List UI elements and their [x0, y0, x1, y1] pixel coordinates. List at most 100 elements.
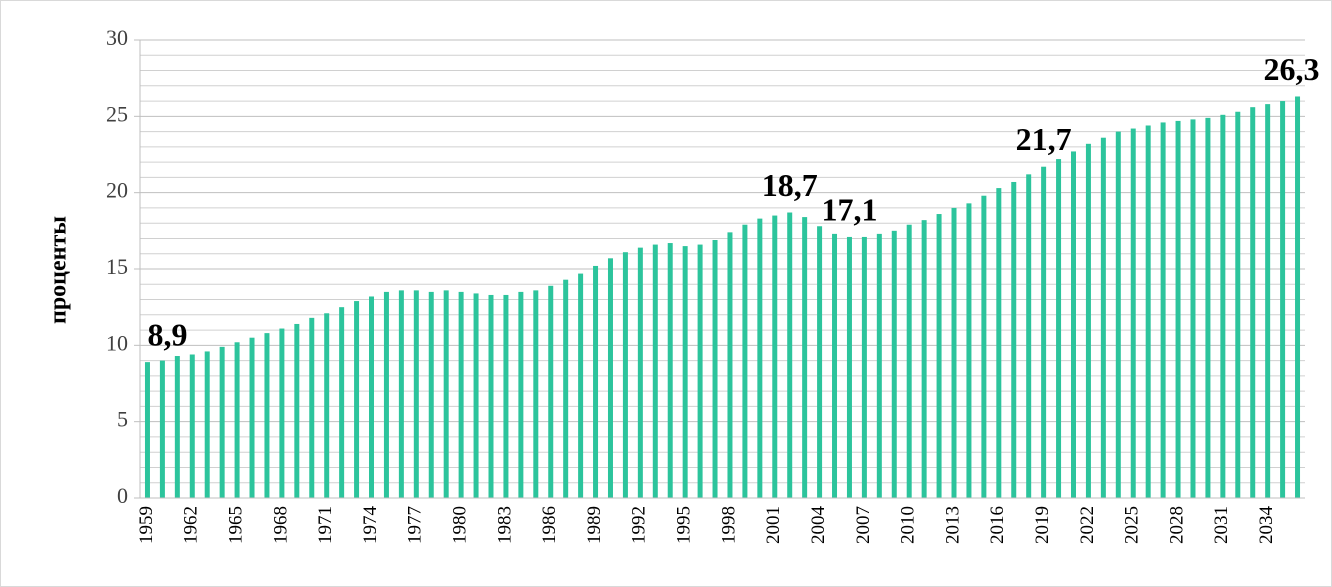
bar [1026, 174, 1032, 498]
bar [667, 243, 673, 498]
bar [443, 290, 449, 498]
x-tick-label: 2010 [898, 506, 919, 544]
y-tick-label: 25 [106, 101, 128, 126]
bar [966, 203, 972, 498]
bar [787, 212, 793, 498]
bar [294, 323, 300, 498]
bar [533, 290, 539, 498]
bar [174, 356, 180, 498]
bar [279, 328, 285, 498]
x-tick-label: 1977 [405, 506, 426, 544]
bar [936, 214, 942, 499]
x-tick-label: 2022 [1077, 506, 1098, 544]
bar [578, 273, 584, 498]
y-tick-label: 30 [106, 25, 128, 50]
bar [383, 291, 389, 498]
bar [563, 279, 569, 498]
y-axis-title: проценты [46, 216, 72, 324]
bar [846, 236, 852, 498]
x-tick-label: 1986 [539, 506, 560, 544]
bar [354, 301, 360, 498]
bar [548, 285, 554, 498]
x-tick-label: 2004 [808, 506, 829, 545]
y-tick-label: 20 [106, 178, 128, 203]
bar [369, 296, 375, 498]
bar [757, 218, 763, 498]
bar [727, 232, 733, 499]
bar [159, 360, 165, 498]
x-tick-label: 2025 [1122, 506, 1143, 544]
bar [652, 244, 658, 498]
x-tick-label: 2028 [1166, 506, 1187, 544]
bar [1205, 117, 1211, 499]
value-label: 8,9 [147, 316, 187, 352]
y-tick-label: 5 [117, 407, 128, 432]
bar [428, 291, 434, 498]
bar [891, 230, 897, 499]
bar [832, 233, 838, 499]
bar [1011, 181, 1017, 499]
bar [339, 307, 345, 498]
x-tick-label: 1965 [225, 506, 246, 544]
value-label: 26,3 [1264, 51, 1320, 87]
x-tick-label: 1974 [360, 506, 381, 545]
x-tick-label: 1983 [494, 506, 515, 544]
bar [1041, 166, 1047, 499]
bar [861, 236, 867, 498]
bar [1175, 120, 1181, 498]
bar [1085, 143, 1091, 498]
bar [518, 291, 524, 498]
bar [189, 354, 195, 498]
bar [981, 195, 987, 498]
x-tick-label: 2007 [853, 506, 874, 544]
x-tick-label: 1998 [718, 506, 739, 544]
bar [1295, 96, 1301, 498]
bar [309, 317, 315, 498]
bar [488, 294, 494, 498]
bar [1265, 104, 1271, 499]
bar [951, 207, 957, 498]
bar [204, 351, 210, 498]
value-label: 18,7 [762, 167, 818, 203]
bar [144, 362, 150, 498]
bar [921, 220, 927, 498]
x-tick-label: 2019 [1032, 506, 1053, 544]
bar [682, 246, 688, 498]
bar [1250, 107, 1256, 498]
bar [607, 258, 613, 498]
y-tick-label: 15 [106, 254, 128, 279]
y-tick-label: 10 [106, 330, 128, 355]
x-tick-label: 1992 [629, 506, 650, 544]
x-tick-label: 2031 [1211, 506, 1232, 544]
bar [1070, 151, 1076, 499]
bar [1280, 101, 1286, 499]
bar [219, 346, 225, 498]
bar [1220, 114, 1226, 498]
bar [593, 265, 599, 498]
bar [324, 313, 330, 498]
bar [458, 291, 464, 498]
value-label: 21,7 [1016, 121, 1072, 157]
value-label: 17,1 [821, 191, 877, 227]
x-tick-label: 2001 [763, 506, 784, 544]
bar [473, 293, 479, 498]
x-tick-label: 1971 [315, 506, 336, 544]
x-tick-label: 1995 [674, 506, 695, 544]
bar [1115, 131, 1121, 498]
bar [802, 217, 808, 499]
x-tick-label: 1959 [136, 506, 157, 544]
bar [622, 252, 628, 498]
bar [1130, 128, 1136, 498]
x-tick-label: 1968 [270, 506, 291, 544]
x-tick-label: 1962 [181, 506, 202, 544]
bar [398, 290, 404, 498]
bar [1190, 119, 1196, 499]
bar [697, 244, 703, 498]
bar [503, 294, 509, 498]
bar [906, 224, 912, 498]
bar [637, 247, 643, 498]
bar [1145, 125, 1151, 498]
bar [264, 333, 270, 498]
bar [1100, 137, 1106, 498]
